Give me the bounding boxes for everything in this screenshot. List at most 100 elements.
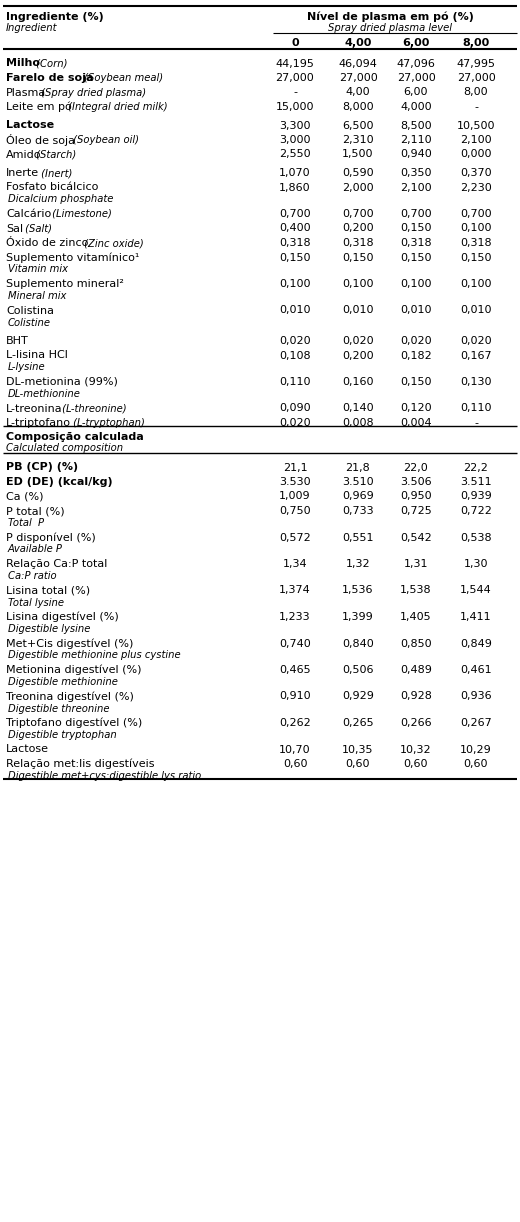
Text: 0,150: 0,150: [342, 253, 374, 263]
Text: 3,000: 3,000: [279, 134, 311, 145]
Text: 10,35: 10,35: [342, 744, 374, 754]
Text: Suplemento mineral²: Suplemento mineral²: [6, 279, 124, 288]
Text: 0,936: 0,936: [460, 692, 492, 701]
Text: 0,150: 0,150: [400, 224, 432, 233]
Text: 21,8: 21,8: [346, 462, 370, 473]
Text: 27,000: 27,000: [339, 73, 378, 83]
Text: 0,750: 0,750: [279, 506, 311, 516]
Text: 0,538: 0,538: [460, 533, 492, 543]
Text: Relação met:lis digestíveis: Relação met:lis digestíveis: [6, 759, 154, 770]
Text: Treonina digestível (%): Treonina digestível (%): [6, 692, 134, 701]
Text: 0: 0: [291, 38, 299, 48]
Text: 0,100: 0,100: [400, 279, 432, 288]
Text: 44,195: 44,195: [276, 59, 315, 68]
Text: Fosfato bicálcico: Fosfato bicálcico: [6, 182, 98, 193]
Text: Triptofano digestível (%): Triptofano digestível (%): [6, 717, 142, 728]
Text: Farelo de soja: Farelo de soja: [6, 73, 94, 83]
Text: Plasma: Plasma: [6, 88, 46, 98]
Text: 0,108: 0,108: [279, 351, 311, 360]
Text: Lactose: Lactose: [6, 744, 49, 754]
Text: 0,140: 0,140: [342, 403, 374, 413]
Text: 2,100: 2,100: [460, 134, 492, 145]
Text: 6,00: 6,00: [404, 88, 428, 98]
Text: Available P: Available P: [8, 545, 63, 555]
Text: Dicalcium phosphate: Dicalcium phosphate: [8, 194, 113, 204]
Text: L-lisina HCl: L-lisina HCl: [6, 351, 68, 360]
Text: 0,200: 0,200: [342, 224, 374, 233]
Text: L-lysine: L-lysine: [8, 363, 46, 373]
Text: 0,489: 0,489: [400, 665, 432, 675]
Text: 2,310: 2,310: [342, 134, 374, 145]
Text: (Spray dried plasma): (Spray dried plasma): [38, 88, 146, 98]
Text: 1,405: 1,405: [400, 612, 432, 622]
Text: 2,000: 2,000: [342, 182, 374, 193]
Text: 0,840: 0,840: [342, 639, 374, 649]
Text: Ca (%): Ca (%): [6, 491, 44, 501]
Text: -: -: [474, 418, 478, 428]
Text: 21,1: 21,1: [283, 462, 307, 473]
Text: 3.506: 3.506: [400, 477, 432, 488]
Text: 0,010: 0,010: [279, 306, 311, 315]
Text: 0,318: 0,318: [279, 238, 311, 248]
Text: Colistina: Colistina: [6, 306, 54, 315]
Text: 15,000: 15,000: [276, 101, 314, 112]
Text: 0,090: 0,090: [279, 403, 311, 413]
Text: 8,00: 8,00: [462, 38, 490, 48]
Text: Metionina digestível (%): Metionina digestível (%): [6, 665, 141, 676]
Text: 1,538: 1,538: [400, 585, 432, 595]
Text: 0,167: 0,167: [460, 351, 492, 360]
Text: 10,500: 10,500: [457, 121, 495, 131]
Text: (Limestone): (Limestone): [49, 209, 112, 219]
Text: 1,399: 1,399: [342, 612, 374, 622]
Text: 1,536: 1,536: [342, 585, 374, 595]
Text: 0,740: 0,740: [279, 639, 311, 649]
Text: P disponível (%): P disponível (%): [6, 533, 96, 543]
Text: 22,0: 22,0: [404, 462, 428, 473]
Text: 0,928: 0,928: [400, 692, 432, 701]
Text: Nível de plasma em pó (%): Nível de plasma em pó (%): [307, 12, 474, 22]
Text: 0,160: 0,160: [342, 378, 374, 387]
Text: 0,350: 0,350: [400, 167, 432, 178]
Text: 0,700: 0,700: [400, 209, 432, 219]
Text: 0,700: 0,700: [279, 209, 311, 219]
Text: 3.530: 3.530: [279, 477, 311, 488]
Text: L-triptofano: L-triptofano: [6, 418, 71, 428]
Text: 0,010: 0,010: [460, 306, 492, 315]
Text: 0,60: 0,60: [283, 759, 307, 769]
Text: (Starch): (Starch): [33, 149, 76, 160]
Text: 0,60: 0,60: [464, 759, 488, 769]
Text: 27,000: 27,000: [276, 73, 315, 83]
Text: 22,2: 22,2: [463, 462, 488, 473]
Text: 1,233: 1,233: [279, 612, 311, 622]
Text: P total (%): P total (%): [6, 506, 64, 516]
Text: 0,020: 0,020: [460, 336, 492, 346]
Text: Lisina total (%): Lisina total (%): [6, 585, 90, 595]
Text: 1,34: 1,34: [283, 558, 307, 569]
Text: 6,500: 6,500: [342, 121, 374, 131]
Text: 47,096: 47,096: [397, 59, 435, 68]
Text: 0,910: 0,910: [279, 692, 311, 701]
Text: 10,29: 10,29: [460, 744, 492, 754]
Text: (L-tryptophan): (L-tryptophan): [70, 418, 145, 428]
Text: 0,110: 0,110: [279, 378, 311, 387]
Text: Digestible threonine: Digestible threonine: [8, 704, 110, 714]
Text: Calcário: Calcário: [6, 209, 51, 219]
Text: 0,150: 0,150: [400, 378, 432, 387]
Text: Sal: Sal: [6, 224, 23, 233]
Text: 6,00: 6,00: [402, 38, 430, 48]
Text: 0,020: 0,020: [342, 336, 374, 346]
Text: 4,00: 4,00: [346, 88, 370, 98]
Text: 0,266: 0,266: [400, 719, 432, 728]
Text: 3.510: 3.510: [342, 477, 374, 488]
Text: -: -: [474, 101, 478, 112]
Text: Calculated composition: Calculated composition: [6, 444, 123, 453]
Text: (Salt): (Salt): [22, 224, 52, 233]
Text: 8,000: 8,000: [342, 101, 374, 112]
Text: Vitamin mix: Vitamin mix: [8, 264, 68, 275]
Text: 0,265: 0,265: [342, 719, 374, 728]
Text: PB (CP) (%): PB (CP) (%): [6, 462, 78, 473]
Text: 0,850: 0,850: [400, 639, 432, 649]
Text: 0,700: 0,700: [460, 209, 492, 219]
Text: DL-methionine: DL-methionine: [8, 389, 81, 400]
Text: 0,60: 0,60: [346, 759, 370, 769]
